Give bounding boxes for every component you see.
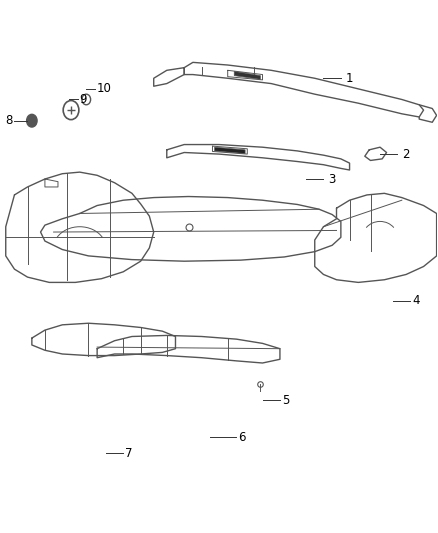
Polygon shape — [215, 147, 245, 154]
Text: 2: 2 — [402, 148, 409, 160]
Text: 6: 6 — [239, 431, 246, 444]
Circle shape — [27, 114, 37, 127]
Text: 7: 7 — [125, 447, 133, 459]
Text: 3: 3 — [328, 173, 335, 185]
Text: 5: 5 — [282, 393, 290, 407]
Text: 4: 4 — [413, 294, 420, 308]
Text: 9: 9 — [80, 93, 87, 106]
Polygon shape — [234, 71, 260, 79]
Text: 10: 10 — [97, 83, 112, 95]
Text: 1: 1 — [345, 72, 353, 85]
Text: 8: 8 — [5, 114, 12, 127]
